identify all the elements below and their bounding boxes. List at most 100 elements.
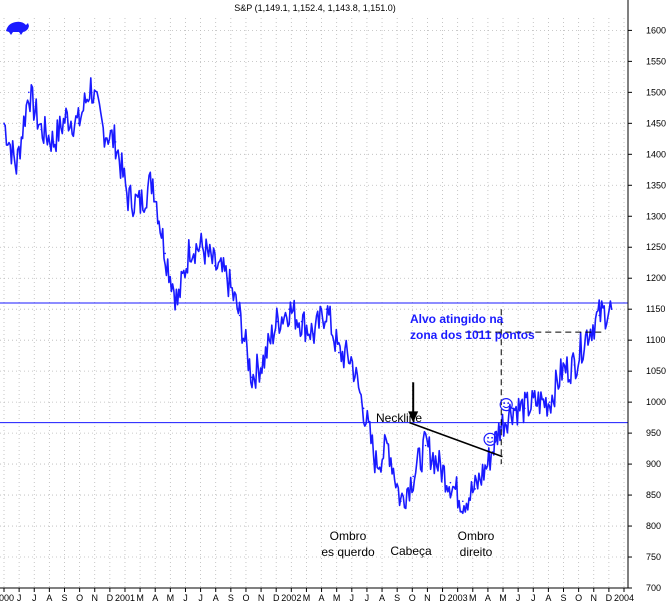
- y-tick-label: 800: [646, 521, 661, 531]
- y-tick-label: 1250: [646, 242, 666, 252]
- annotation-neckline: Neckline: [376, 411, 422, 425]
- series-point: [251, 376, 253, 379]
- y-tick-label: 700: [646, 583, 661, 593]
- y-tick-label: 1000: [646, 397, 666, 407]
- x-tick-label: O: [242, 593, 249, 603]
- series-point: [226, 277, 228, 280]
- x-tick-label: N: [91, 593, 98, 603]
- series-point: [598, 314, 600, 317]
- series-point: [164, 252, 166, 255]
- x-tick-label: M: [136, 593, 144, 603]
- x-tick-label: 2003: [448, 593, 468, 603]
- x-tick-label: A: [213, 593, 219, 603]
- y-tick-label: 1200: [646, 273, 666, 283]
- series-point: [238, 314, 241, 317]
- series-point: [486, 463, 489, 465]
- x-tick-label: N: [424, 593, 431, 603]
- series-point: [561, 370, 563, 372]
- x-tick-label: J: [32, 593, 37, 603]
- x-tick-label: J: [516, 593, 521, 603]
- series-point: [102, 128, 104, 131]
- annotation-right-shoulder: Ombro direito: [458, 529, 495, 559]
- annotation-left-shoulder: Ombro es querdo: [321, 529, 375, 559]
- series-point: [424, 444, 427, 447]
- y-tick-label: 1600: [646, 25, 666, 35]
- series-point: [263, 357, 266, 360]
- series-point: [313, 333, 315, 335]
- y-tick-label: 1500: [646, 87, 666, 97]
- series-point: [610, 308, 613, 310]
- series-point: [176, 302, 179, 304]
- x-tick-label: J: [531, 593, 536, 603]
- x-tick-label: O: [76, 593, 83, 603]
- y-tick-label: 1350: [646, 180, 666, 190]
- y-tick-label: 950: [646, 428, 661, 438]
- x-tick-label: J: [17, 593, 22, 603]
- x-tick-label: O: [575, 593, 582, 603]
- series-point: [437, 463, 439, 465]
- series-point: [350, 357, 353, 360]
- x-tick-label: N: [258, 593, 265, 603]
- series-point: [201, 246, 204, 249]
- x-tick-label: M: [303, 593, 311, 603]
- series-point: [15, 165, 18, 168]
- x-tick-label: 2002: [281, 593, 301, 603]
- series-point: [338, 351, 340, 354]
- series-point: [77, 122, 80, 125]
- x-tick-label: D: [606, 593, 613, 603]
- bull-logo-icon: [6, 21, 29, 35]
- annotation-target: Alvo atingido na zona dos 1011 pontos: [410, 312, 535, 342]
- y-tick-label: 1450: [646, 118, 666, 128]
- series-point: [3, 122, 5, 125]
- y-tick-label: 1400: [646, 149, 666, 159]
- x-tick-label: O: [409, 593, 416, 603]
- x-tick-label: A: [46, 593, 52, 603]
- x-tick-label: A: [545, 593, 551, 603]
- series-point: [40, 128, 42, 131]
- series-point: [139, 203, 142, 205]
- series-point: [362, 407, 365, 410]
- x-tick-label: 2001: [115, 593, 135, 603]
- x-tick-label: 2004: [614, 593, 634, 603]
- x-tick-label: J: [183, 593, 188, 603]
- series-point: [524, 407, 526, 410]
- series-point: [300, 320, 303, 323]
- series-point: [375, 463, 377, 465]
- series-point: [412, 475, 415, 478]
- series-point: [573, 364, 576, 366]
- y-tick-label: 900: [646, 459, 661, 469]
- series-point: [65, 116, 67, 118]
- y-tick-label: 1050: [646, 366, 666, 376]
- series-point: [511, 407, 514, 410]
- x-tick-label: D: [273, 593, 280, 603]
- series-point: [548, 401, 551, 403]
- x-tick-label: M: [167, 593, 175, 603]
- series-point: [400, 500, 402, 503]
- smiley-icon: [499, 398, 513, 412]
- x-tick-label: S: [228, 593, 234, 603]
- x-tick-label: 2000: [0, 593, 14, 603]
- series-point: [114, 141, 117, 143]
- x-tick-label: A: [319, 593, 325, 603]
- x-tick-label: M: [333, 593, 341, 603]
- series-point: [499, 426, 501, 428]
- y-tick-label: 1150: [646, 304, 665, 314]
- x-tick-label: A: [152, 593, 158, 603]
- x-tick-label: J: [350, 593, 355, 603]
- x-tick-label: S: [561, 593, 567, 603]
- y-tick-label: 1550: [646, 56, 666, 66]
- x-tick-label: J: [198, 593, 203, 603]
- neckline-line: [409, 421, 503, 458]
- series-point: [387, 444, 390, 447]
- x-tick-label: J: [365, 593, 370, 603]
- chart-title: S&P (1,149.1, 1,152.4, 1,143.8, 1,151.0): [234, 3, 395, 13]
- y-tick-label: 850: [646, 490, 661, 500]
- x-tick-label: D: [439, 593, 446, 603]
- x-tick-label: M: [469, 593, 477, 603]
- annotation-head: Cabeça: [390, 544, 432, 558]
- neckline-layer: [408, 309, 606, 465]
- x-tick-label: A: [485, 593, 491, 603]
